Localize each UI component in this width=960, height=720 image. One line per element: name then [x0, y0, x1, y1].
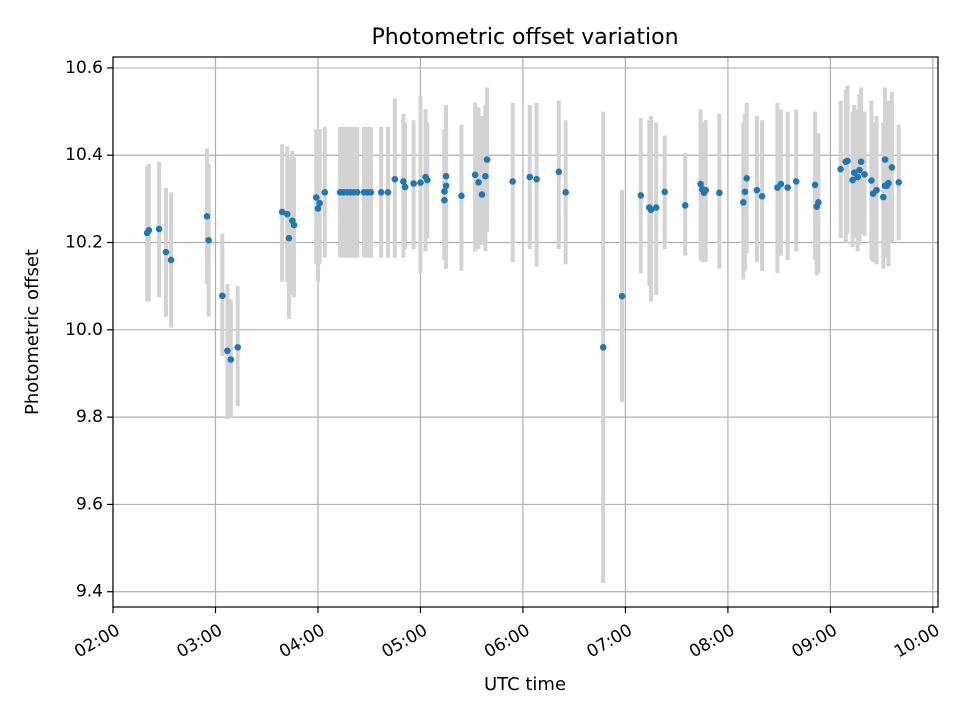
data-point	[219, 292, 226, 300]
chart-title: Photometric offset variation	[371, 25, 678, 50]
y-axis-ticks: 9.4 9.6 9.8 10.0 10.2 10.4 10.6	[65, 58, 113, 602]
y-axis-label: Photometric offset	[22, 249, 43, 415]
data-point	[739, 199, 747, 206]
data-point	[856, 166, 863, 174]
data-point	[482, 172, 489, 180]
data-point	[637, 192, 645, 199]
data-point	[885, 179, 892, 187]
data-point	[647, 206, 655, 214]
data-point	[533, 175, 540, 183]
data-point	[880, 193, 887, 201]
data-point	[562, 189, 569, 196]
data-point	[758, 192, 766, 200]
data-point	[475, 178, 482, 186]
data-point	[417, 179, 424, 187]
data-point	[442, 172, 450, 180]
y-tick-label: 9.8	[76, 407, 103, 427]
data-point	[716, 189, 723, 197]
data-point	[868, 177, 875, 184]
data-point	[423, 176, 431, 184]
data-point	[873, 186, 880, 194]
y-tick-label: 9.6	[76, 494, 103, 514]
data-point	[854, 173, 862, 181]
data-point	[509, 178, 516, 185]
data-point	[410, 180, 417, 187]
data-point	[741, 188, 749, 196]
data-point	[377, 189, 385, 196]
data-point	[400, 178, 407, 185]
data-point	[702, 186, 710, 194]
data-point	[224, 347, 231, 355]
data-point	[811, 181, 819, 189]
data-point	[321, 189, 329, 196]
data-point	[753, 186, 761, 194]
data-point	[861, 171, 868, 178]
y-tick-label: 10.4	[65, 145, 103, 165]
data-point	[888, 164, 896, 171]
data-point	[401, 183, 409, 191]
data-point	[697, 180, 704, 188]
data-point	[384, 189, 392, 196]
data-point	[599, 343, 607, 351]
data-point	[471, 171, 479, 179]
data-point	[234, 343, 241, 351]
data-point	[555, 168, 563, 176]
data-point	[618, 292, 626, 300]
data-point	[661, 188, 669, 196]
data-point	[895, 178, 903, 186]
data-point	[203, 213, 211, 220]
data-point	[458, 192, 465, 200]
data-point	[367, 189, 375, 196]
data-point	[167, 256, 175, 264]
data-point	[837, 165, 844, 173]
data-point	[391, 175, 399, 183]
data-point	[312, 194, 320, 201]
data-point	[849, 176, 856, 184]
data-points	[143, 156, 903, 363]
plot-frame	[112, 56, 939, 608]
y-tick-label: 10.2	[65, 233, 103, 253]
data-point	[881, 156, 889, 163]
data-point	[155, 225, 163, 233]
data-point	[162, 248, 170, 256]
data-point	[681, 202, 689, 209]
data-point	[283, 210, 291, 218]
data-point	[441, 188, 448, 195]
data-point	[441, 196, 448, 204]
data-point	[777, 180, 785, 188]
data-point	[483, 156, 491, 163]
x-axis-label: UTC time	[484, 674, 566, 695]
data-point	[227, 356, 235, 363]
data-point	[205, 237, 212, 244]
data-point	[815, 199, 822, 206]
y-tick-label: 10.0	[65, 320, 103, 340]
data-point	[844, 157, 851, 165]
data-point	[526, 173, 534, 181]
data-point	[316, 199, 323, 207]
data-point	[278, 208, 286, 216]
data-point	[857, 158, 865, 166]
data-point	[290, 221, 298, 229]
data-point	[743, 175, 750, 182]
y-tick-label: 9.4	[76, 582, 103, 602]
data-point	[442, 182, 450, 190]
data-point	[478, 191, 486, 198]
y-tick-label: 10.6	[65, 58, 103, 78]
data-point	[145, 226, 153, 234]
data-point	[792, 178, 800, 185]
data-point	[652, 204, 660, 211]
data-point	[314, 205, 322, 212]
data-point	[285, 234, 293, 242]
data-point	[353, 189, 361, 196]
data-point	[784, 184, 791, 191]
